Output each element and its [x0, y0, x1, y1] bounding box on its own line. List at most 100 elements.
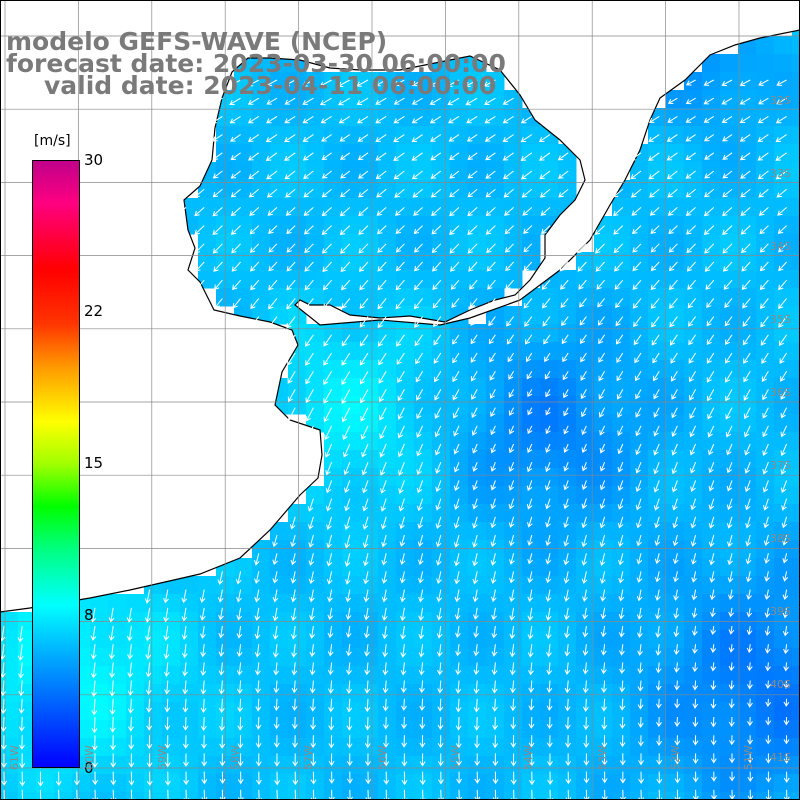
wind-speed-cell [432, 324, 451, 343]
wind-arrow [395, 207, 405, 216]
wind-arrow [783, 716, 790, 726]
wind-arrow [454, 553, 460, 567]
wind-speed-cell [684, 738, 703, 757]
wind-arrow [417, 498, 424, 512]
wind-arrow [776, 79, 787, 86]
wind-arrow [669, 316, 678, 328]
wind-speed-cell [360, 180, 379, 199]
wind-arrow [325, 462, 333, 476]
wind-speed-cell [126, 792, 145, 800]
wind-speed-cell [558, 756, 577, 775]
wind-speed-cell [738, 234, 757, 253]
wind-arrow [542, 298, 551, 309]
wind-arrow [465, 97, 478, 106]
wind-arrow [272, 534, 278, 548]
wind-arrow [379, 443, 387, 458]
wind-speed-cell [504, 486, 523, 505]
wind-arrow [344, 516, 351, 531]
wind-speed-cell [432, 270, 451, 289]
wind-arrow [526, 498, 533, 510]
wind-arrow [539, 170, 551, 180]
wind-speed-cell [756, 396, 775, 415]
wind-arrow [546, 644, 552, 658]
wind-arrow [630, 170, 642, 180]
wind-speed-cell [342, 396, 361, 415]
wind-speed-cell [738, 504, 757, 523]
wind-speed-cell [162, 702, 181, 721]
wind-speed-cell [252, 108, 271, 127]
wind-arrow [765, 680, 772, 690]
wind-speed-cell [198, 576, 217, 595]
wind-speed-cell [396, 540, 415, 559]
wind-arrow [323, 352, 333, 366]
wind-speed-cell [594, 414, 613, 433]
wind-arrow [417, 553, 424, 566]
wind-arrow [249, 243, 260, 253]
wind-arrow [743, 389, 751, 401]
wind-arrow [287, 370, 296, 384]
wind-speed-cell [738, 486, 757, 505]
wind-speed-cell [252, 126, 271, 145]
wind-arrow [266, 97, 278, 105]
wind-arrow [365, 771, 372, 785]
wind-arrow [653, 389, 660, 400]
wind-arrow [345, 589, 352, 603]
wind-arrow [365, 753, 371, 767]
wind-speed-cell [18, 720, 37, 739]
wind-speed-cell [504, 540, 523, 559]
wind-speed-cell [576, 378, 595, 397]
wind-arrow [219, 753, 226, 767]
wind-speed-cell [594, 720, 613, 739]
wind-speed-cell [324, 774, 343, 793]
wind-arrow [619, 680, 626, 693]
wind-arrow [656, 716, 662, 728]
wind-arrow [743, 407, 751, 420]
wind-speed-cell [252, 666, 271, 685]
wind-speed-cell [378, 576, 397, 595]
wind-speed-cell [720, 54, 739, 73]
wind-arrow [527, 607, 534, 622]
wind-arrow [765, 789, 772, 800]
wind-arrow [783, 662, 789, 672]
wind-speed-cell [720, 162, 739, 181]
wind-speed-cell [522, 666, 541, 685]
lat-label: 39S [770, 605, 791, 618]
wind-arrow [145, 662, 152, 678]
wind-arrow [671, 480, 678, 493]
wind-speed-cell [450, 180, 469, 199]
wind-arrow [285, 188, 296, 198]
wind-speed-cell [666, 630, 685, 649]
wind-arrow [504, 225, 514, 235]
wind-arrow [483, 79, 496, 87]
wind-arrow [672, 553, 679, 565]
wind-arrow [37, 789, 44, 800]
wind-speed-cell [648, 450, 667, 469]
wind-arrow [547, 753, 553, 767]
wind-speed-cell [648, 342, 667, 361]
wind-arrow [345, 571, 351, 585]
wind-speed-cell [648, 324, 667, 343]
wind-speed-cell [540, 360, 559, 379]
wind-arrow [212, 152, 223, 160]
wind-arrow [90, 644, 97, 660]
wind-arrow [508, 534, 515, 547]
wind-speed-cell [612, 396, 631, 415]
wind-speed-cell [504, 414, 523, 433]
wind-speed-cell [792, 306, 800, 325]
wind-arrow [685, 97, 696, 105]
wind-speed-cell [702, 270, 721, 289]
wind-speed-cell [504, 90, 523, 109]
wind-speed-cell [630, 684, 649, 703]
wind-arrow [508, 370, 515, 380]
wind-arrow [579, 298, 587, 308]
wind-speed-cell [648, 468, 667, 487]
wind-speed-cell [360, 198, 379, 217]
lon-label: 51W [742, 745, 755, 770]
wind-arrow [379, 407, 387, 421]
wind-speed-cell [234, 252, 253, 271]
wind-arrow [509, 662, 516, 676]
wind-arrow [470, 370, 478, 382]
wind-speed-cell [342, 216, 361, 235]
wind-arrow [109, 716, 116, 733]
wind-arrow [250, 279, 260, 291]
